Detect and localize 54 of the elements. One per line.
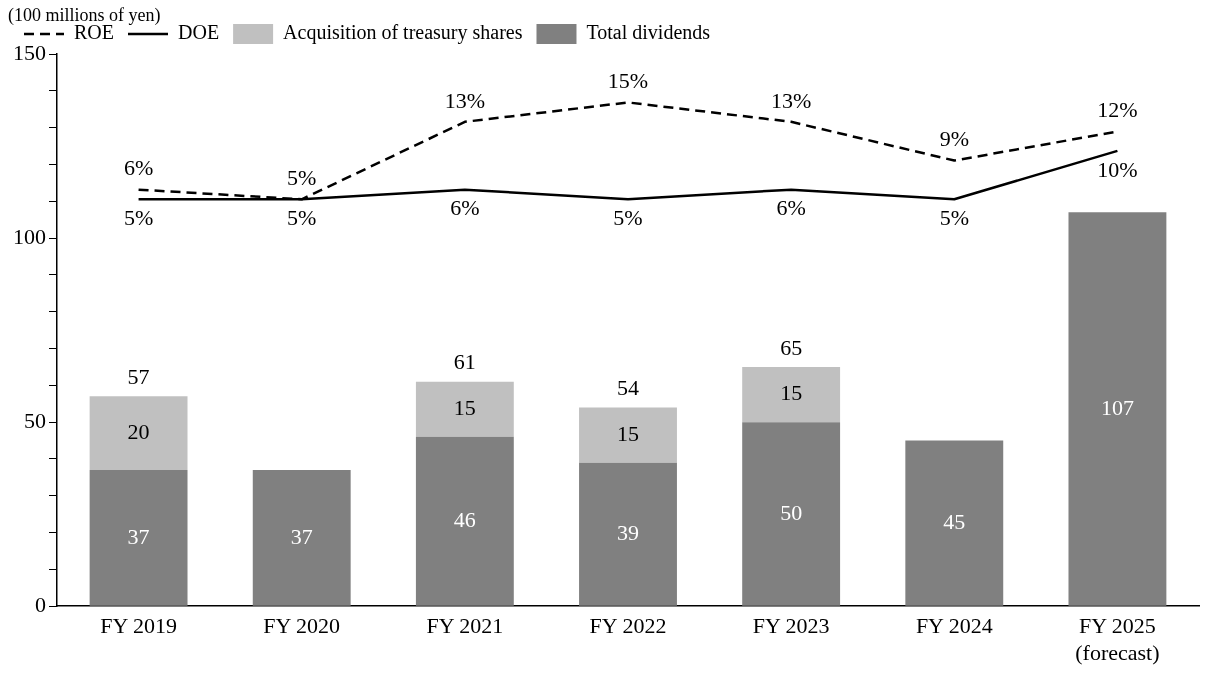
bar [252,469,351,606]
data-label: 5% [287,165,317,191]
data-label: 5% [287,205,317,231]
data-label: 45 [943,508,966,534]
legend-label: Total dividends [586,21,711,44]
bar [742,366,841,423]
data-label: 6% [450,195,480,221]
data-label: 15 [780,380,803,406]
data-label: 6% [123,155,154,181]
y-tick-label: 0 [35,591,46,617]
x-tick-label: FY 2021 [426,613,504,639]
data-label: 6% [776,195,806,221]
bar [415,381,514,437]
data-label: 107 [1100,394,1134,420]
data-label: 12% [1097,97,1138,123]
data-label: 5% [939,205,969,231]
data-label: 46 [453,507,476,533]
x-tick-label: FY 2019 [100,613,177,639]
bar [742,422,841,606]
bar [905,440,1004,606]
bar [579,407,677,463]
bar [415,436,514,606]
data-label: 13% [770,87,812,113]
data-label: 37 [127,523,150,549]
data-label: 15% [607,68,649,94]
data-label: 13% [444,87,486,113]
data-label: 15 [617,420,639,446]
x-tick-label: FY 2020 [263,613,341,639]
data-label: 10% [1097,156,1138,182]
legend-label: DOE [178,21,220,44]
x-tick-label: FY 2023 [752,613,830,639]
total-label: 54 [617,375,639,401]
y-tick-label: 50 [24,407,46,433]
bar [1068,212,1167,606]
data-label: 50 [780,499,803,525]
bar [89,396,188,470]
y-tick-label: 150 [13,39,46,65]
total-label: 61 [453,349,476,375]
data-label: 20 [127,418,150,444]
legend-label: Acquisition of treasury shares [283,21,523,45]
y-tick-label: 100 [13,223,46,249]
total-label: 65 [780,334,803,360]
x-tick-label: FY 2022 [589,613,667,639]
x-tick-label: FY 2024 [915,613,993,639]
data-label: 15 [453,395,476,421]
total-label: 57 [127,364,150,390]
bar [89,469,188,606]
data-label: 39 [617,519,639,545]
bar [579,462,677,606]
data-label: 9% [939,126,969,152]
data-label: 37 [290,523,313,549]
data-label: 5% [613,205,643,231]
x-tick-label: FY 2025 (forecast) [1075,613,1160,665]
data-label: 5% [123,205,154,231]
